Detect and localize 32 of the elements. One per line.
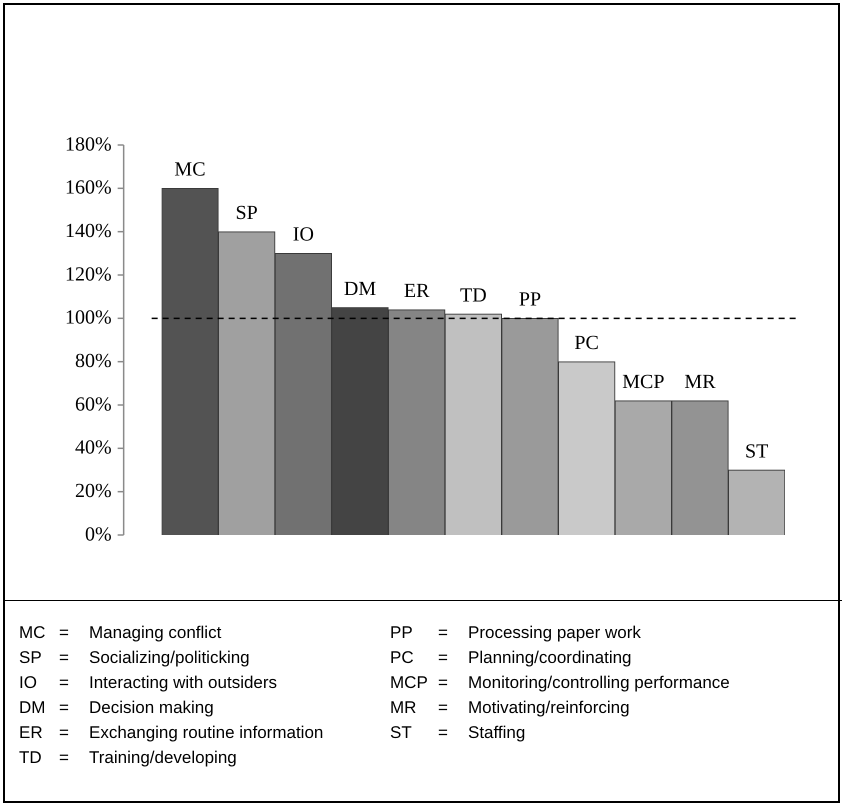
x-tick-label: TD: [460, 284, 487, 306]
text: ST = Staffing: [390, 723, 526, 742]
text: MC = Managing conflict: [19, 623, 222, 644]
y-tick-label: 80%: [74, 350, 112, 372]
text: ER = Exchanging routine information: [19, 723, 324, 744]
text: MCP = Monitoring/controlling performance: [390, 673, 731, 694]
x-tick-label: IO: [292, 224, 314, 246]
x-tick-label: MC: [174, 158, 206, 181]
y-tick-label: 40%: [74, 436, 112, 459]
y-tick-label: 60%: [74, 393, 112, 416]
text: DM = Decision making: [19, 698, 215, 719]
y-tick-label: 180%: [64, 133, 112, 156]
x-tick-label: ER: [404, 280, 430, 302]
y-tick-label: 140%: [64, 220, 112, 242]
x-tick-label: MCP: [622, 370, 664, 393]
text: MR = Motivating/reinforcing: [390, 698, 630, 717]
text: SP = Socializing/politicking: [19, 648, 251, 669]
text: IO = Interacting with outsiders: [19, 673, 278, 692]
text: PP = Processing paper work: [390, 623, 641, 642]
y-tick-label: 0%: [84, 523, 112, 546]
x-tick-label: MR: [684, 370, 716, 393]
x-tick-label: SP: [236, 202, 258, 224]
y-tick-label: 120%: [64, 263, 112, 286]
x-tick-label: ST: [744, 440, 768, 462]
x-tick-label: DM: [344, 278, 376, 300]
text: PC = Planning/coordinating: [390, 648, 632, 667]
x-tick-label: PP: [518, 288, 542, 311]
y-tick-label: 20%: [74, 480, 112, 502]
text: TD = Training/developing: [19, 748, 238, 769]
y-tick-label: 100%: [64, 306, 112, 329]
x-tick-label: PC: [574, 332, 599, 354]
y-tick-label: 160%: [64, 176, 112, 199]
